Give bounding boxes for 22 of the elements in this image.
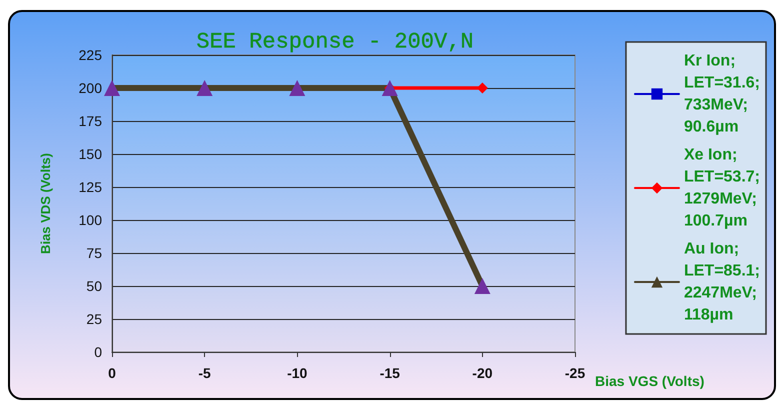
chart-title: SEE Response - 200V,N [196, 30, 474, 54]
x-axis-title: Bias VGS (Volts) [595, 373, 704, 389]
y-tick-label: 125 [78, 179, 102, 195]
y-axis-title: Bias VDS (Volts) [38, 153, 53, 254]
x-tick-label: -5 [198, 365, 212, 381]
x-tick-label: -15 [380, 365, 400, 381]
y-tick-label: 100 [78, 212, 102, 228]
x-tick-label: -25 [564, 365, 586, 381]
x-tick-label: -10 [287, 365, 308, 381]
y-tick-label: 200 [78, 80, 102, 96]
legend-label: Kr Ion; LET=31.6; 733MeV; 90.6µm [684, 52, 760, 136]
x-tick-label: 0 [108, 365, 116, 381]
y-tick-label: 225 [78, 47, 102, 63]
legend-label: Au Ion; LET=85.1; 2247MeV; 118µm [684, 240, 760, 324]
x-tick-label: -20 [472, 365, 493, 381]
y-tick-label: 0 [94, 344, 102, 360]
y-tick-label: 50 [86, 278, 102, 294]
y-tick-label: 25 [86, 311, 102, 327]
y-tick-label: 150 [78, 146, 102, 162]
y-tick-label: 175 [78, 113, 102, 129]
y-tick-label: 75 [86, 245, 102, 261]
legend-label: Xe Ion; LET=53.7; 1279MeV; 100.7µm [684, 146, 760, 230]
